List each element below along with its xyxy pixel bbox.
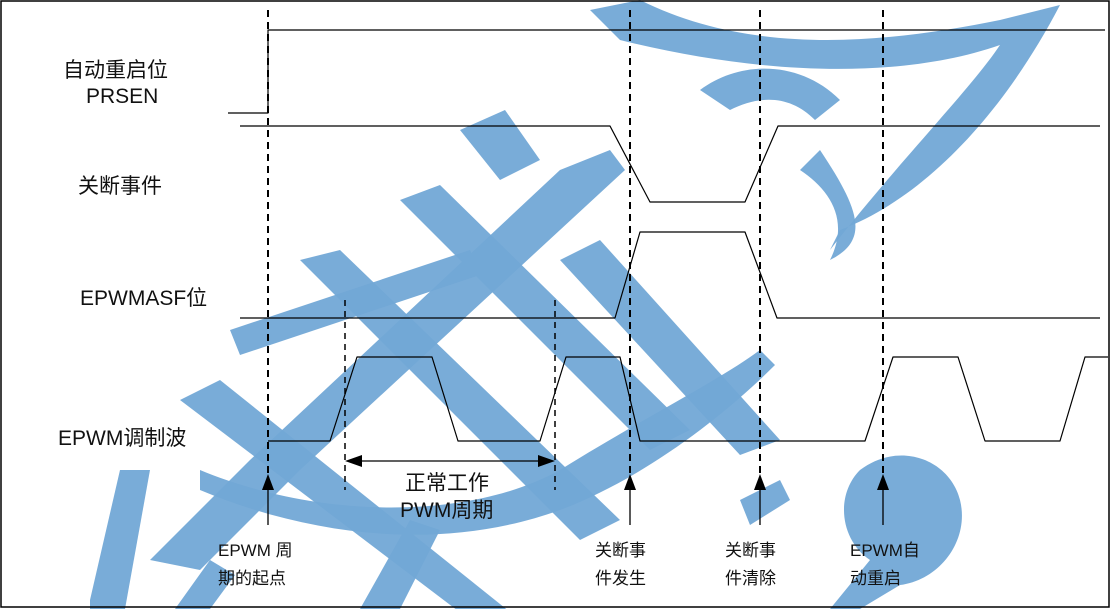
- arrow-shutdown-clear: [754, 474, 766, 525]
- marker-label-shutdown-clear-1: 关断事: [725, 541, 776, 560]
- marker-label-shutdown-clear-2: 件清除: [725, 569, 776, 588]
- shutdown-event-waveform: [240, 125, 1100, 203]
- marker-label-period-start-1: EPWM 周: [218, 541, 293, 560]
- label-normal-period-line1: 正常工作: [405, 472, 489, 495]
- arrow-auto-restart: [877, 474, 889, 525]
- marker-label-shutdown-occur-2: 件发生: [595, 569, 646, 588]
- watermark-spoon: [830, 455, 962, 609]
- watermark-arc-top: [590, 0, 1060, 250]
- watermark-bottom-1: [90, 470, 150, 609]
- watermark-logo: [90, 0, 1060, 609]
- period-double-arrow: [345, 455, 555, 467]
- label-prsen-line1: 自动重启位: [63, 59, 168, 82]
- label-epwm-wave: EPWM调制波: [58, 427, 186, 450]
- marker-label-auto-restart-2: 动重启: [850, 569, 901, 588]
- watermark-bottom-2: [175, 560, 235, 609]
- marker-label-auto-restart-1: EPWM自: [850, 541, 920, 560]
- marker-label-shutdown-occur-1: 关断事: [595, 541, 646, 560]
- watermark-stroke-r: [740, 480, 790, 525]
- watermark-band-7: [230, 250, 480, 355]
- epwmasf-waveform: [240, 231, 1100, 319]
- watermark-arc-right: [800, 150, 856, 260]
- watermark-bottom-3: [360, 520, 440, 609]
- label-epwmasf: EPWMASF位: [80, 287, 207, 310]
- marker-label-period-start-2: 期的起点: [218, 569, 286, 588]
- arrow-period-start: [262, 474, 274, 525]
- watermark-band-5: [460, 110, 540, 180]
- label-normal-period-line2: PWM周期: [400, 499, 493, 522]
- watermark-band-4: [300, 250, 620, 540]
- watermark-sweep: [200, 350, 775, 535]
- label-shutdown-event: 关断事件: [78, 175, 162, 198]
- label-prsen-line2: PRSEN: [86, 85, 158, 108]
- arrow-shutdown-occur: [624, 474, 636, 525]
- watermark-hook: [700, 68, 840, 120]
